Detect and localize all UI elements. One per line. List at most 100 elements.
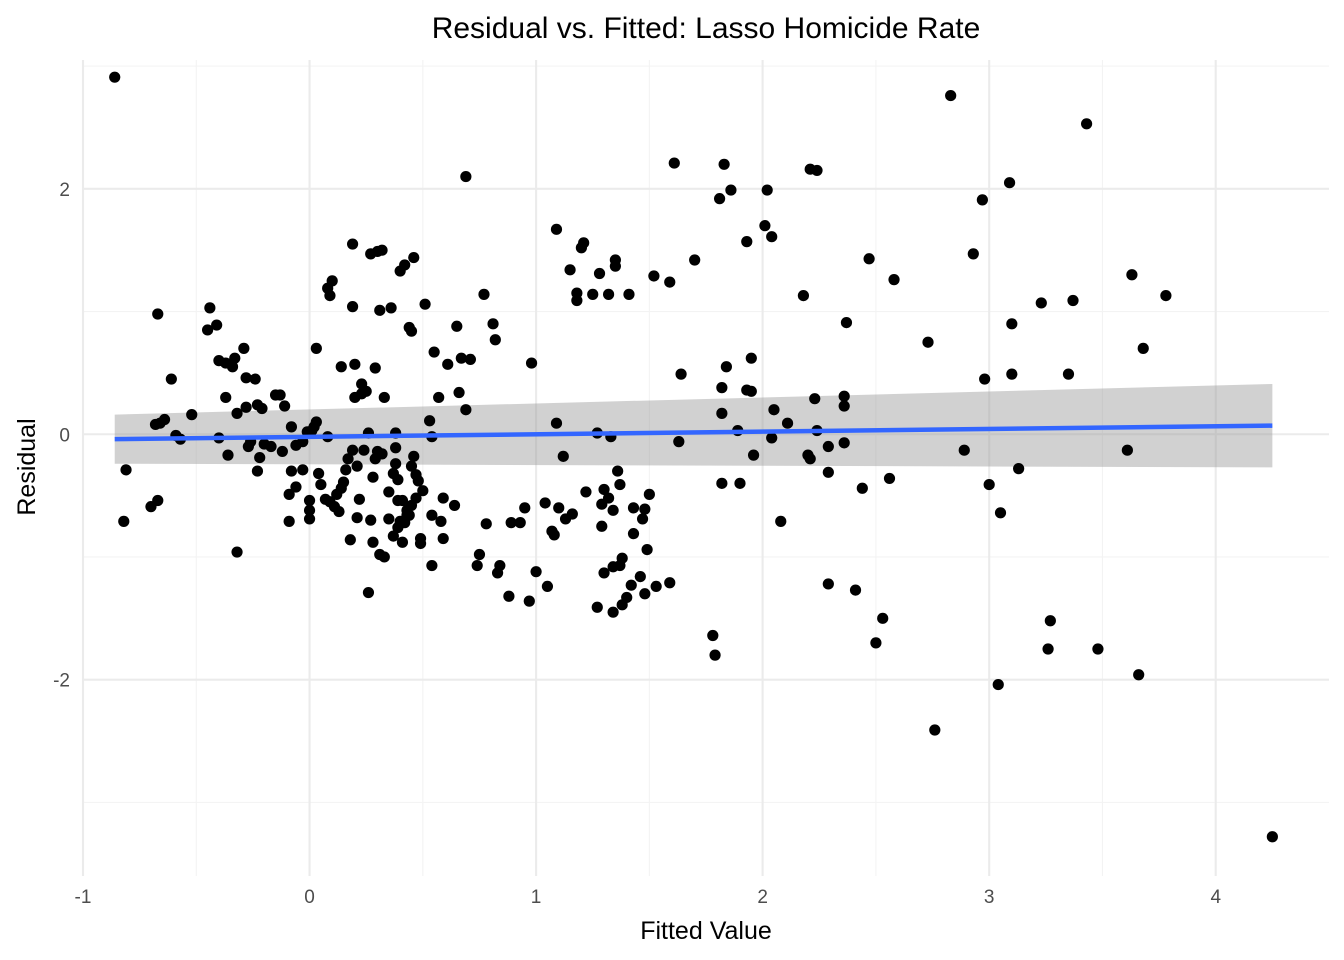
data-point <box>367 471 379 483</box>
data-point <box>405 460 418 472</box>
data-point <box>627 528 640 540</box>
data-point <box>716 382 728 394</box>
data-point <box>668 157 680 169</box>
data-point <box>566 508 578 520</box>
data-point <box>1006 368 1018 380</box>
data-point <box>460 170 472 183</box>
data-point <box>505 517 517 529</box>
data-point <box>1003 177 1016 189</box>
data-point <box>514 517 526 529</box>
data-point <box>313 467 325 480</box>
data-point <box>473 548 486 561</box>
data-point <box>883 472 896 485</box>
data-point <box>120 464 132 476</box>
data-point <box>849 584 862 596</box>
data-point <box>643 488 655 500</box>
data-point <box>274 389 286 401</box>
data-point <box>240 372 252 384</box>
data-point <box>553 502 565 514</box>
data-point <box>1044 615 1056 627</box>
data-point <box>612 465 624 477</box>
data-point <box>945 89 957 102</box>
data-point <box>888 274 900 286</box>
data-point <box>254 451 266 464</box>
data-point <box>378 551 390 563</box>
data-point <box>634 570 646 583</box>
data-point <box>709 649 721 661</box>
data-point <box>152 494 164 507</box>
data-point <box>346 301 359 313</box>
data-point <box>428 346 440 358</box>
data-point <box>976 194 988 206</box>
data-point <box>290 481 302 493</box>
data-point <box>369 362 381 374</box>
data-point <box>424 415 436 427</box>
data-point <box>337 476 350 488</box>
data-point <box>550 223 563 235</box>
data-point <box>713 193 726 205</box>
data-point <box>390 442 402 454</box>
y-tick-label: -2 <box>53 671 70 692</box>
data-point <box>689 254 701 266</box>
data-point <box>385 302 397 314</box>
data-point <box>838 400 850 412</box>
data-point <box>403 509 415 521</box>
data-point <box>541 580 554 593</box>
data-point <box>720 361 732 373</box>
data-point <box>548 529 560 541</box>
data-point <box>390 458 402 470</box>
data-point <box>256 402 268 415</box>
data-point <box>1013 463 1025 475</box>
data-point <box>768 404 780 416</box>
data-point <box>775 515 787 527</box>
data-point <box>494 559 506 572</box>
data-point <box>1121 444 1133 456</box>
data-point <box>383 513 395 525</box>
data-point <box>797 289 810 302</box>
data-point <box>580 486 592 498</box>
data-point <box>396 536 409 548</box>
x-axis-label: Fitted Value <box>640 917 772 945</box>
data-point <box>448 499 461 512</box>
trend-line-group <box>114 423 1273 442</box>
data-point <box>315 478 327 491</box>
data-point <box>324 289 336 302</box>
data-point <box>734 477 746 489</box>
data-point <box>310 342 322 354</box>
trend-line <box>114 423 1273 442</box>
data-point <box>539 497 551 509</box>
data-point <box>433 391 445 404</box>
data-point <box>229 352 241 364</box>
data-point <box>480 518 492 530</box>
data-point <box>596 520 608 532</box>
data-point <box>165 373 177 385</box>
data-point <box>392 474 404 486</box>
data-point <box>1160 289 1172 302</box>
data-point <box>396 494 409 507</box>
data-point <box>519 502 531 514</box>
data-point <box>238 342 250 354</box>
data-point <box>276 445 288 458</box>
data-point <box>399 259 411 271</box>
data-point <box>602 492 615 504</box>
data-point <box>231 546 243 558</box>
data-point <box>358 444 370 456</box>
data-point <box>408 251 420 264</box>
data-point <box>335 361 347 373</box>
data-point <box>598 483 610 496</box>
data-point <box>877 612 889 624</box>
data-point <box>426 509 438 521</box>
data-point <box>1266 831 1278 843</box>
data-point <box>718 158 730 170</box>
data-point <box>376 244 388 256</box>
data-point <box>344 534 356 546</box>
data-point <box>362 586 375 599</box>
data-point <box>285 465 298 477</box>
data-point <box>664 577 676 589</box>
data-point <box>285 421 298 433</box>
data-point <box>856 482 868 494</box>
data-point <box>351 460 363 472</box>
data-point <box>766 432 778 444</box>
data-point <box>310 416 322 428</box>
data-point <box>451 320 463 332</box>
